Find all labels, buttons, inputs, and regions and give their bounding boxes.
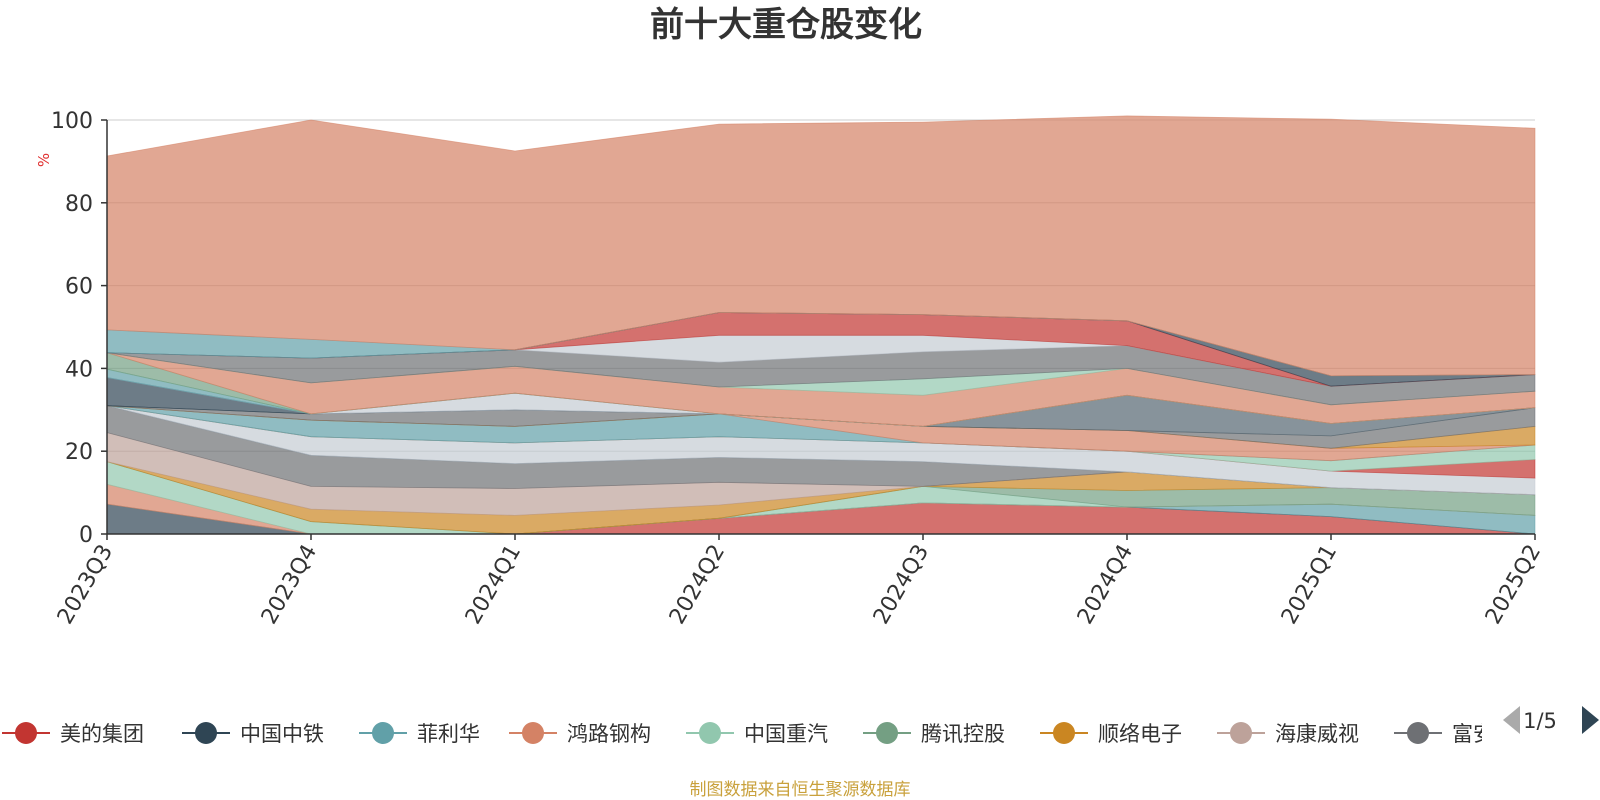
legend-item[interactable]: 中国中铁 (182, 722, 324, 746)
legend-marker-icon (1053, 722, 1075, 744)
legend: 美的集团 中国中铁 菲利华 鸿路钢构 中国重汽 腾讯控股 顺络电子 海康威视 富安娜 (2, 722, 1515, 746)
legend-marker-icon (522, 722, 544, 744)
legend-item[interactable]: 美的集团 (2, 722, 144, 746)
x-tick-label: 2024Q4 (1073, 541, 1138, 629)
legend-label: 菲利华 (417, 722, 480, 746)
legend-marker-icon (15, 722, 37, 744)
legend-page-indicator: 1/5 (1523, 709, 1557, 733)
legend-label: 富安娜 (1452, 722, 1515, 746)
x-tick-label: 2023Q3 (53, 541, 118, 629)
legend-item[interactable]: 中国重汽 (686, 722, 828, 746)
legend-marker-icon (372, 722, 394, 744)
y-unit-label: % (35, 153, 53, 167)
legend-marker-icon (1407, 722, 1429, 744)
y-tick-label: 40 (65, 357, 93, 382)
legend-marker-icon (1230, 722, 1252, 744)
x-tick-label: 2024Q3 (869, 541, 934, 629)
legend-next-icon[interactable] (1582, 706, 1599, 734)
legend-label: 海康威视 (1275, 722, 1359, 746)
x-tick-label: 2024Q1 (461, 541, 526, 629)
legend-prev-icon[interactable] (1503, 706, 1520, 734)
x-tick-label: 2024Q2 (665, 541, 730, 629)
x-tick-label: 2025Q1 (1277, 541, 1342, 629)
x-tick-label: 2025Q2 (1481, 541, 1546, 629)
legend-label: 鸿路钢构 (567, 722, 651, 746)
legend-item[interactable]: 海康威视 (1217, 722, 1359, 746)
legend-marker-icon (195, 722, 217, 744)
legend-item[interactable]: 腾讯控股 (863, 722, 1005, 746)
legend-marker-icon (699, 722, 721, 744)
legend-label: 美的集团 (60, 722, 144, 746)
y-tick-label: 0 (79, 523, 93, 548)
y-tick-label: 100 (51, 109, 93, 134)
legend-marker-icon (876, 722, 898, 744)
x-tick-label: 2023Q4 (257, 541, 322, 629)
legend-label: 中国重汽 (744, 722, 828, 746)
area-其他[interactable] (106, 115, 1536, 377)
y-tick-label: 20 (65, 440, 93, 465)
legend-label: 中国中铁 (240, 722, 324, 746)
y-tick-label: 60 (65, 275, 93, 300)
source-note: 制图数据来自恒生聚源数据库 (690, 780, 911, 800)
legend-item[interactable]: 鸿路钢构 (509, 722, 651, 746)
legend-item[interactable]: 富安娜 (1394, 722, 1515, 746)
chart-title: 前十大重仓股变化 (650, 5, 922, 45)
legend-items: 美的集团 中国中铁 菲利华 鸿路钢构 中国重汽 腾讯控股 顺络电子 海康威视 富安娜 (2, 722, 1515, 746)
legend-label: 腾讯控股 (921, 722, 1005, 746)
plot-areas (106, 115, 1536, 535)
legend-pager: 1/5 (1503, 706, 1599, 734)
legend-item[interactable]: 顺络电子 (1040, 722, 1182, 746)
y-tick-label: 80 (65, 192, 93, 217)
legend-label: 顺络电子 (1098, 722, 1182, 746)
legend-item[interactable]: 菲利华 (359, 722, 480, 746)
